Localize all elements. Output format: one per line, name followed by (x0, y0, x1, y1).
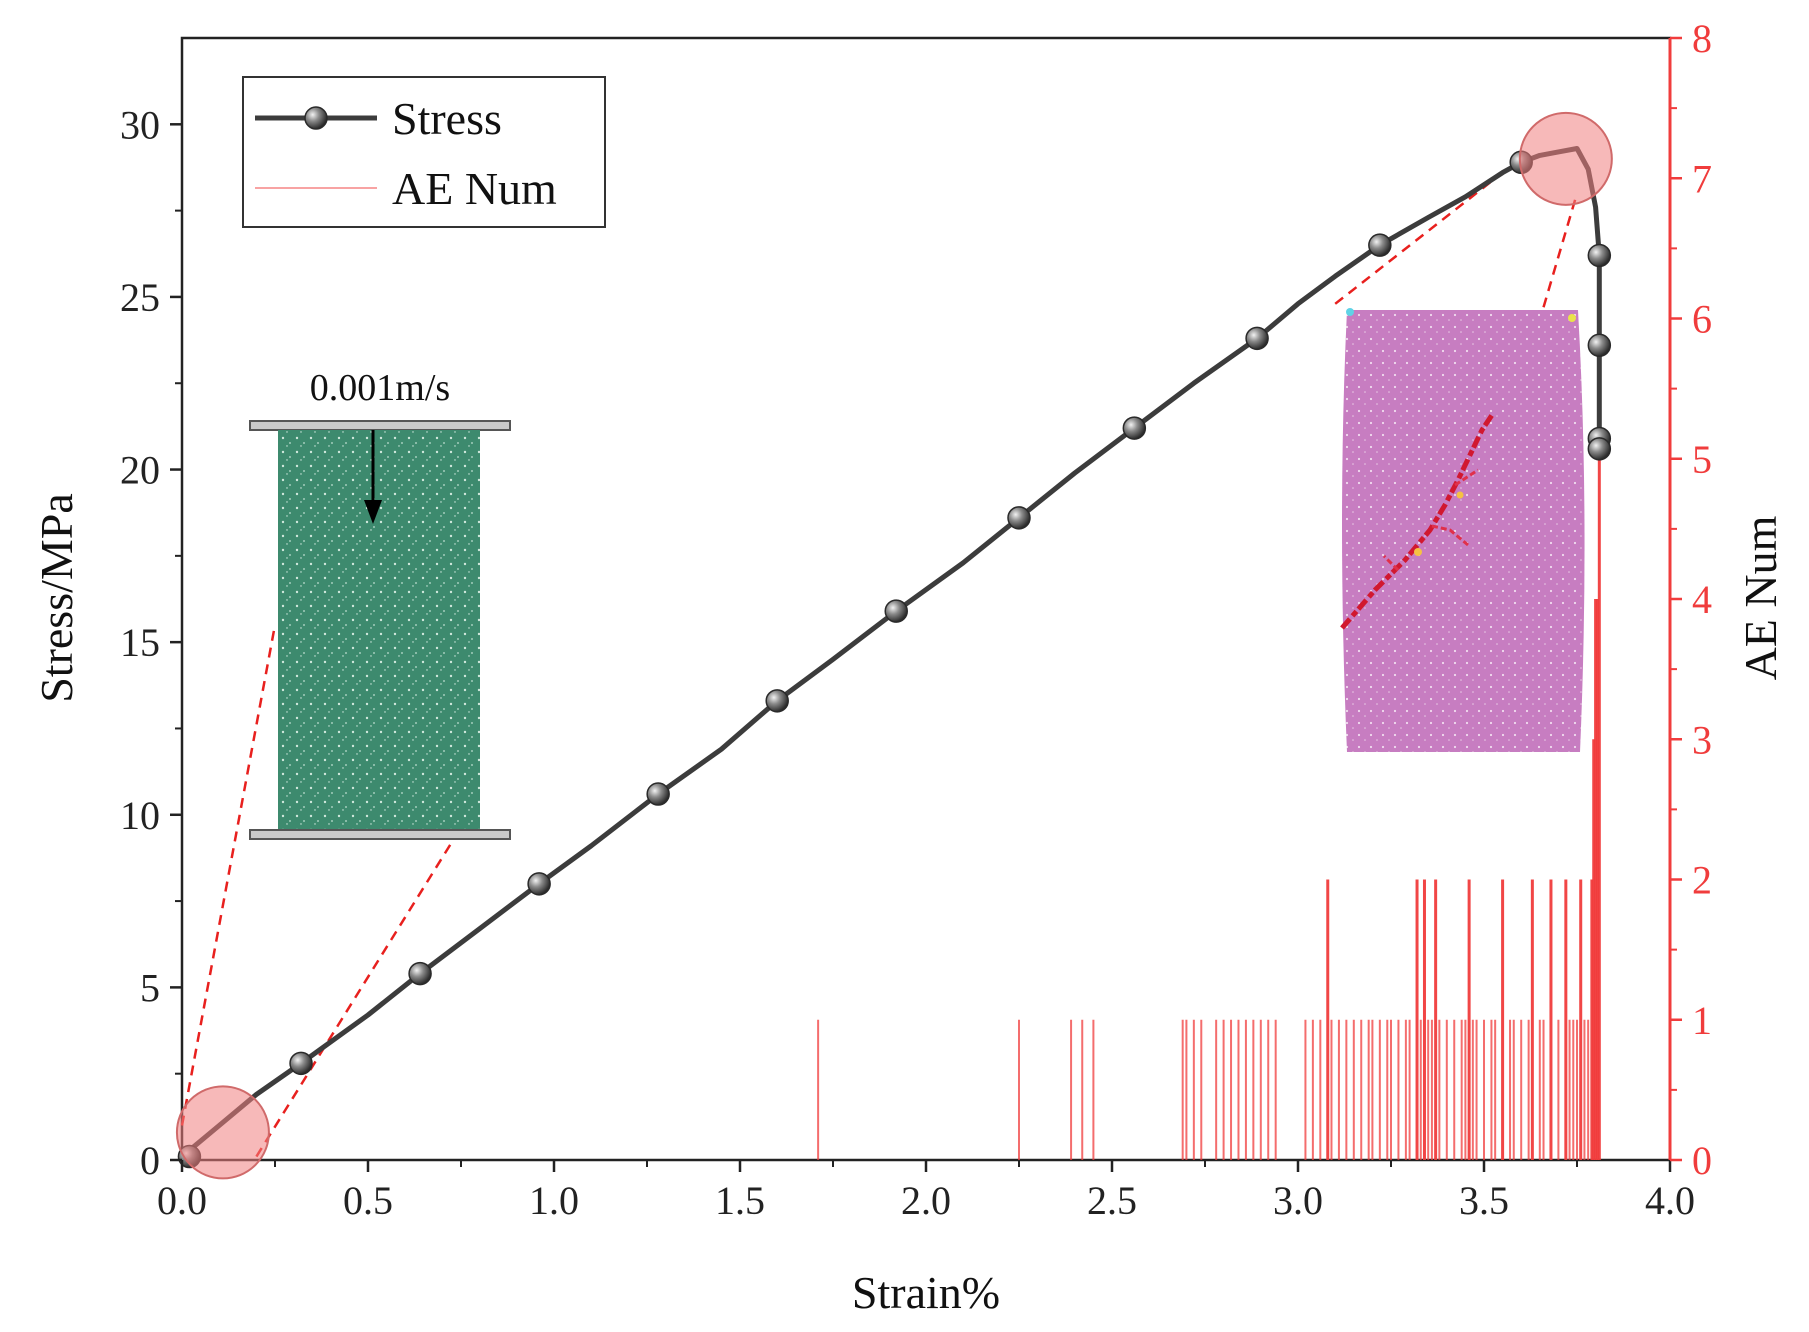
legend-box (242, 76, 606, 228)
y-axis-right: 0 1 2 3 4 5 6 7 8 (1670, 16, 1712, 1183)
x-tick-label: 2.0 (901, 1178, 951, 1223)
stress-marker (765, 689, 789, 713)
guide-line (1334, 171, 1504, 305)
stress-marker (1587, 437, 1612, 461)
guide-line (180, 624, 277, 1126)
stress-marker (1587, 243, 1612, 268)
y-tick-label: 10 (120, 793, 160, 838)
y2-tick-label: 7 (1692, 156, 1712, 201)
x-tick-label: 3.5 (1459, 1178, 1509, 1223)
x-tick-label: 2.5 (1087, 1178, 1137, 1223)
y-tick-label: 5 (140, 965, 160, 1010)
crack-spot (1568, 314, 1576, 322)
stress-marker (1007, 506, 1031, 530)
x-tick-label: 1.5 (715, 1178, 765, 1223)
stress-marker (408, 961, 432, 986)
highlight-circles-layer (175, 111, 1613, 1180)
arrowhead-icon (364, 500, 382, 524)
stress-marker (1245, 326, 1269, 351)
bottom-loading-plate (249, 829, 511, 840)
legend: Stress AE Num (242, 76, 606, 228)
x-tick-label: 0.5 (343, 1178, 393, 1223)
crack-spot (1414, 548, 1422, 556)
x-axis: 0.0 0.5 1.0 1.5 2.0 2.5 3.0 3.5 4.0 (157, 1160, 1695, 1223)
y2-tick-label: 2 (1692, 858, 1712, 903)
legend-ae-label: AE Num (392, 163, 557, 214)
legend-stress-marker (304, 106, 328, 130)
y2-tick-label: 5 (1692, 437, 1712, 482)
top-loading-plate (249, 420, 511, 431)
stress-marker (289, 1051, 313, 1076)
ae-bars-layer (817, 458, 1601, 1160)
x-tick-label: 4.0 (1645, 1178, 1695, 1223)
crack-spot (1456, 491, 1464, 499)
specimen-after-body (1342, 310, 1585, 752)
stress-marker (1122, 416, 1147, 440)
stress-marker (1587, 333, 1612, 358)
stress-marker (527, 872, 551, 896)
y2-tick-label: 6 (1692, 297, 1712, 342)
y2-axis-title: AE Num (1735, 515, 1786, 680)
legend-stress-label: Stress (392, 93, 502, 144)
y2-tick-label: 4 (1692, 577, 1712, 622)
y2-tick-label: 3 (1692, 717, 1712, 762)
crack-band (1340, 413, 1495, 630)
y2-tick-label: 1 (1692, 998, 1712, 1043)
guide-lines-layer (180, 171, 1579, 1158)
y2-tick-label: 8 (1692, 16, 1712, 61)
y2-tick-label: 0 (1692, 1138, 1712, 1183)
y-tick-label: 30 (120, 102, 160, 147)
guide-line (1542, 193, 1579, 308)
y-axis-left: 0 5 10 15 20 25 30 (120, 102, 182, 1183)
y-axis-title: Stress/MPa (31, 493, 82, 703)
y-tick-label: 15 (120, 620, 160, 665)
y-tick-label: 25 (120, 275, 160, 320)
highlight-circle (175, 1085, 270, 1180)
y-tick-label: 0 (140, 1138, 160, 1183)
stress-marker (1368, 233, 1392, 257)
stress-marker (646, 782, 670, 806)
loading-rate-label: 0.001m/s (310, 367, 450, 409)
x-axis-title: Strain% (852, 1267, 1000, 1318)
y-tick-label: 20 (120, 448, 160, 493)
specimen-before-body (278, 430, 480, 830)
crack-branch (1382, 468, 1479, 572)
specimen-before-inset: 0.001m/s (249, 367, 511, 840)
crack-spot (1346, 308, 1354, 316)
x-tick-label: 1.0 (529, 1178, 579, 1223)
specimen-after-inset (1340, 308, 1585, 752)
x-tick-label: 0.0 (157, 1178, 207, 1223)
stress-marker (884, 599, 908, 623)
x-tick-label: 3.0 (1273, 1178, 1323, 1223)
guide-line (255, 796, 481, 1158)
highlight-circle (1518, 111, 1613, 206)
